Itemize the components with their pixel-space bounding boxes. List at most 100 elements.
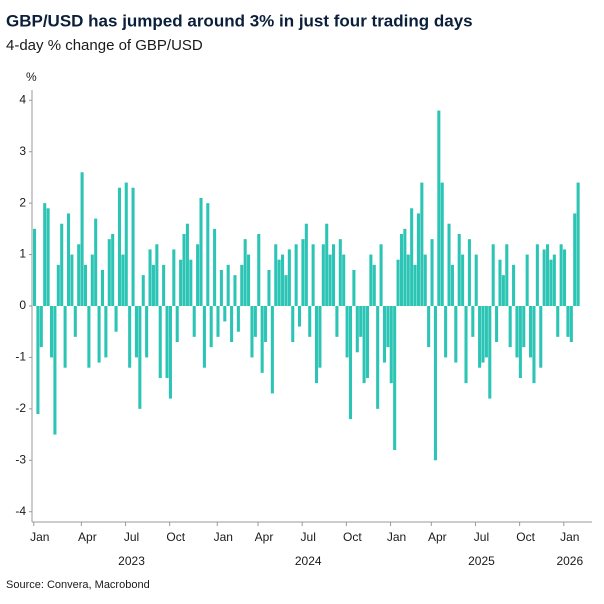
bar — [60, 223, 64, 306]
bar — [182, 234, 186, 306]
bar — [342, 254, 346, 306]
bar — [294, 244, 298, 306]
bar — [39, 306, 43, 348]
bar — [189, 259, 193, 306]
bar — [461, 254, 465, 306]
bar — [97, 306, 101, 363]
bar — [454, 306, 458, 363]
bar — [542, 249, 546, 306]
y-axis-label: % — [26, 70, 37, 84]
bar — [274, 244, 278, 306]
bar — [236, 306, 240, 332]
bar — [185, 223, 189, 306]
chart-subtitle: 4-day % change of GBP/USD — [6, 37, 203, 54]
bar — [216, 306, 220, 337]
bar — [141, 275, 145, 306]
bar — [104, 306, 108, 358]
bar — [301, 239, 305, 306]
bar — [416, 213, 420, 306]
bar — [287, 249, 291, 306]
bar — [281, 254, 285, 306]
bar — [172, 249, 176, 306]
bar — [94, 218, 98, 306]
bar — [155, 244, 159, 306]
bar — [488, 306, 492, 399]
bar — [467, 239, 471, 306]
bar — [556, 306, 560, 337]
bar — [410, 208, 414, 306]
bar — [508, 306, 512, 348]
bar — [464, 306, 468, 384]
bar — [49, 306, 54, 358]
x-tick-label: Jul — [474, 530, 489, 544]
bar — [257, 234, 261, 306]
bar — [277, 259, 281, 306]
bar — [484, 306, 488, 358]
bar — [318, 306, 322, 368]
bar — [437, 110, 441, 306]
bar — [369, 254, 373, 306]
bar — [314, 306, 319, 384]
bar — [389, 306, 393, 384]
bar — [372, 264, 376, 306]
bar — [196, 244, 200, 306]
bar — [532, 306, 536, 384]
bar — [335, 306, 339, 337]
bar — [148, 249, 152, 306]
bar — [83, 264, 88, 306]
bar — [80, 172, 84, 306]
bar — [56, 264, 60, 306]
bar — [162, 264, 166, 306]
x-tick-label: Jan — [387, 530, 406, 544]
bar — [525, 254, 529, 306]
bar — [250, 306, 254, 358]
bar — [243, 239, 247, 306]
bar — [413, 264, 417, 306]
bar — [117, 187, 121, 306]
bar — [481, 306, 485, 363]
bar — [223, 306, 227, 322]
bar — [264, 306, 268, 342]
bar — [359, 306, 363, 337]
x-tick-label: Apr — [78, 530, 97, 544]
bar — [43, 203, 47, 306]
bar — [77, 244, 81, 306]
bar — [338, 239, 342, 306]
bar — [355, 306, 359, 353]
bar — [566, 306, 570, 337]
bar — [63, 306, 67, 368]
y-tick-label: 0 — [19, 298, 26, 312]
bar — [474, 254, 478, 306]
bar — [87, 306, 91, 368]
bar — [539, 306, 543, 368]
bar — [345, 306, 349, 358]
bar — [270, 306, 274, 394]
bar — [114, 306, 118, 332]
bar — [199, 198, 203, 306]
bar — [325, 223, 329, 306]
x-year-label: 2024 — [295, 554, 322, 568]
bar — [515, 306, 519, 358]
bar — [495, 306, 499, 342]
bar — [559, 244, 563, 306]
bar — [33, 228, 37, 306]
bar — [165, 306, 169, 378]
bar — [233, 275, 237, 306]
bar — [145, 306, 149, 358]
bar — [151, 264, 155, 306]
bar — [179, 259, 183, 306]
bar — [158, 306, 162, 378]
bar — [175, 306, 179, 342]
bar — [491, 244, 495, 306]
bar — [202, 306, 206, 368]
bar — [192, 306, 196, 337]
bar — [518, 306, 522, 378]
y-tick-label: -3 — [15, 452, 26, 466]
bar — [70, 254, 74, 306]
bar — [308, 306, 312, 337]
bar — [529, 306, 533, 358]
bar — [36, 306, 40, 414]
bar — [240, 264, 244, 306]
bar — [444, 306, 448, 358]
bar — [260, 306, 264, 373]
